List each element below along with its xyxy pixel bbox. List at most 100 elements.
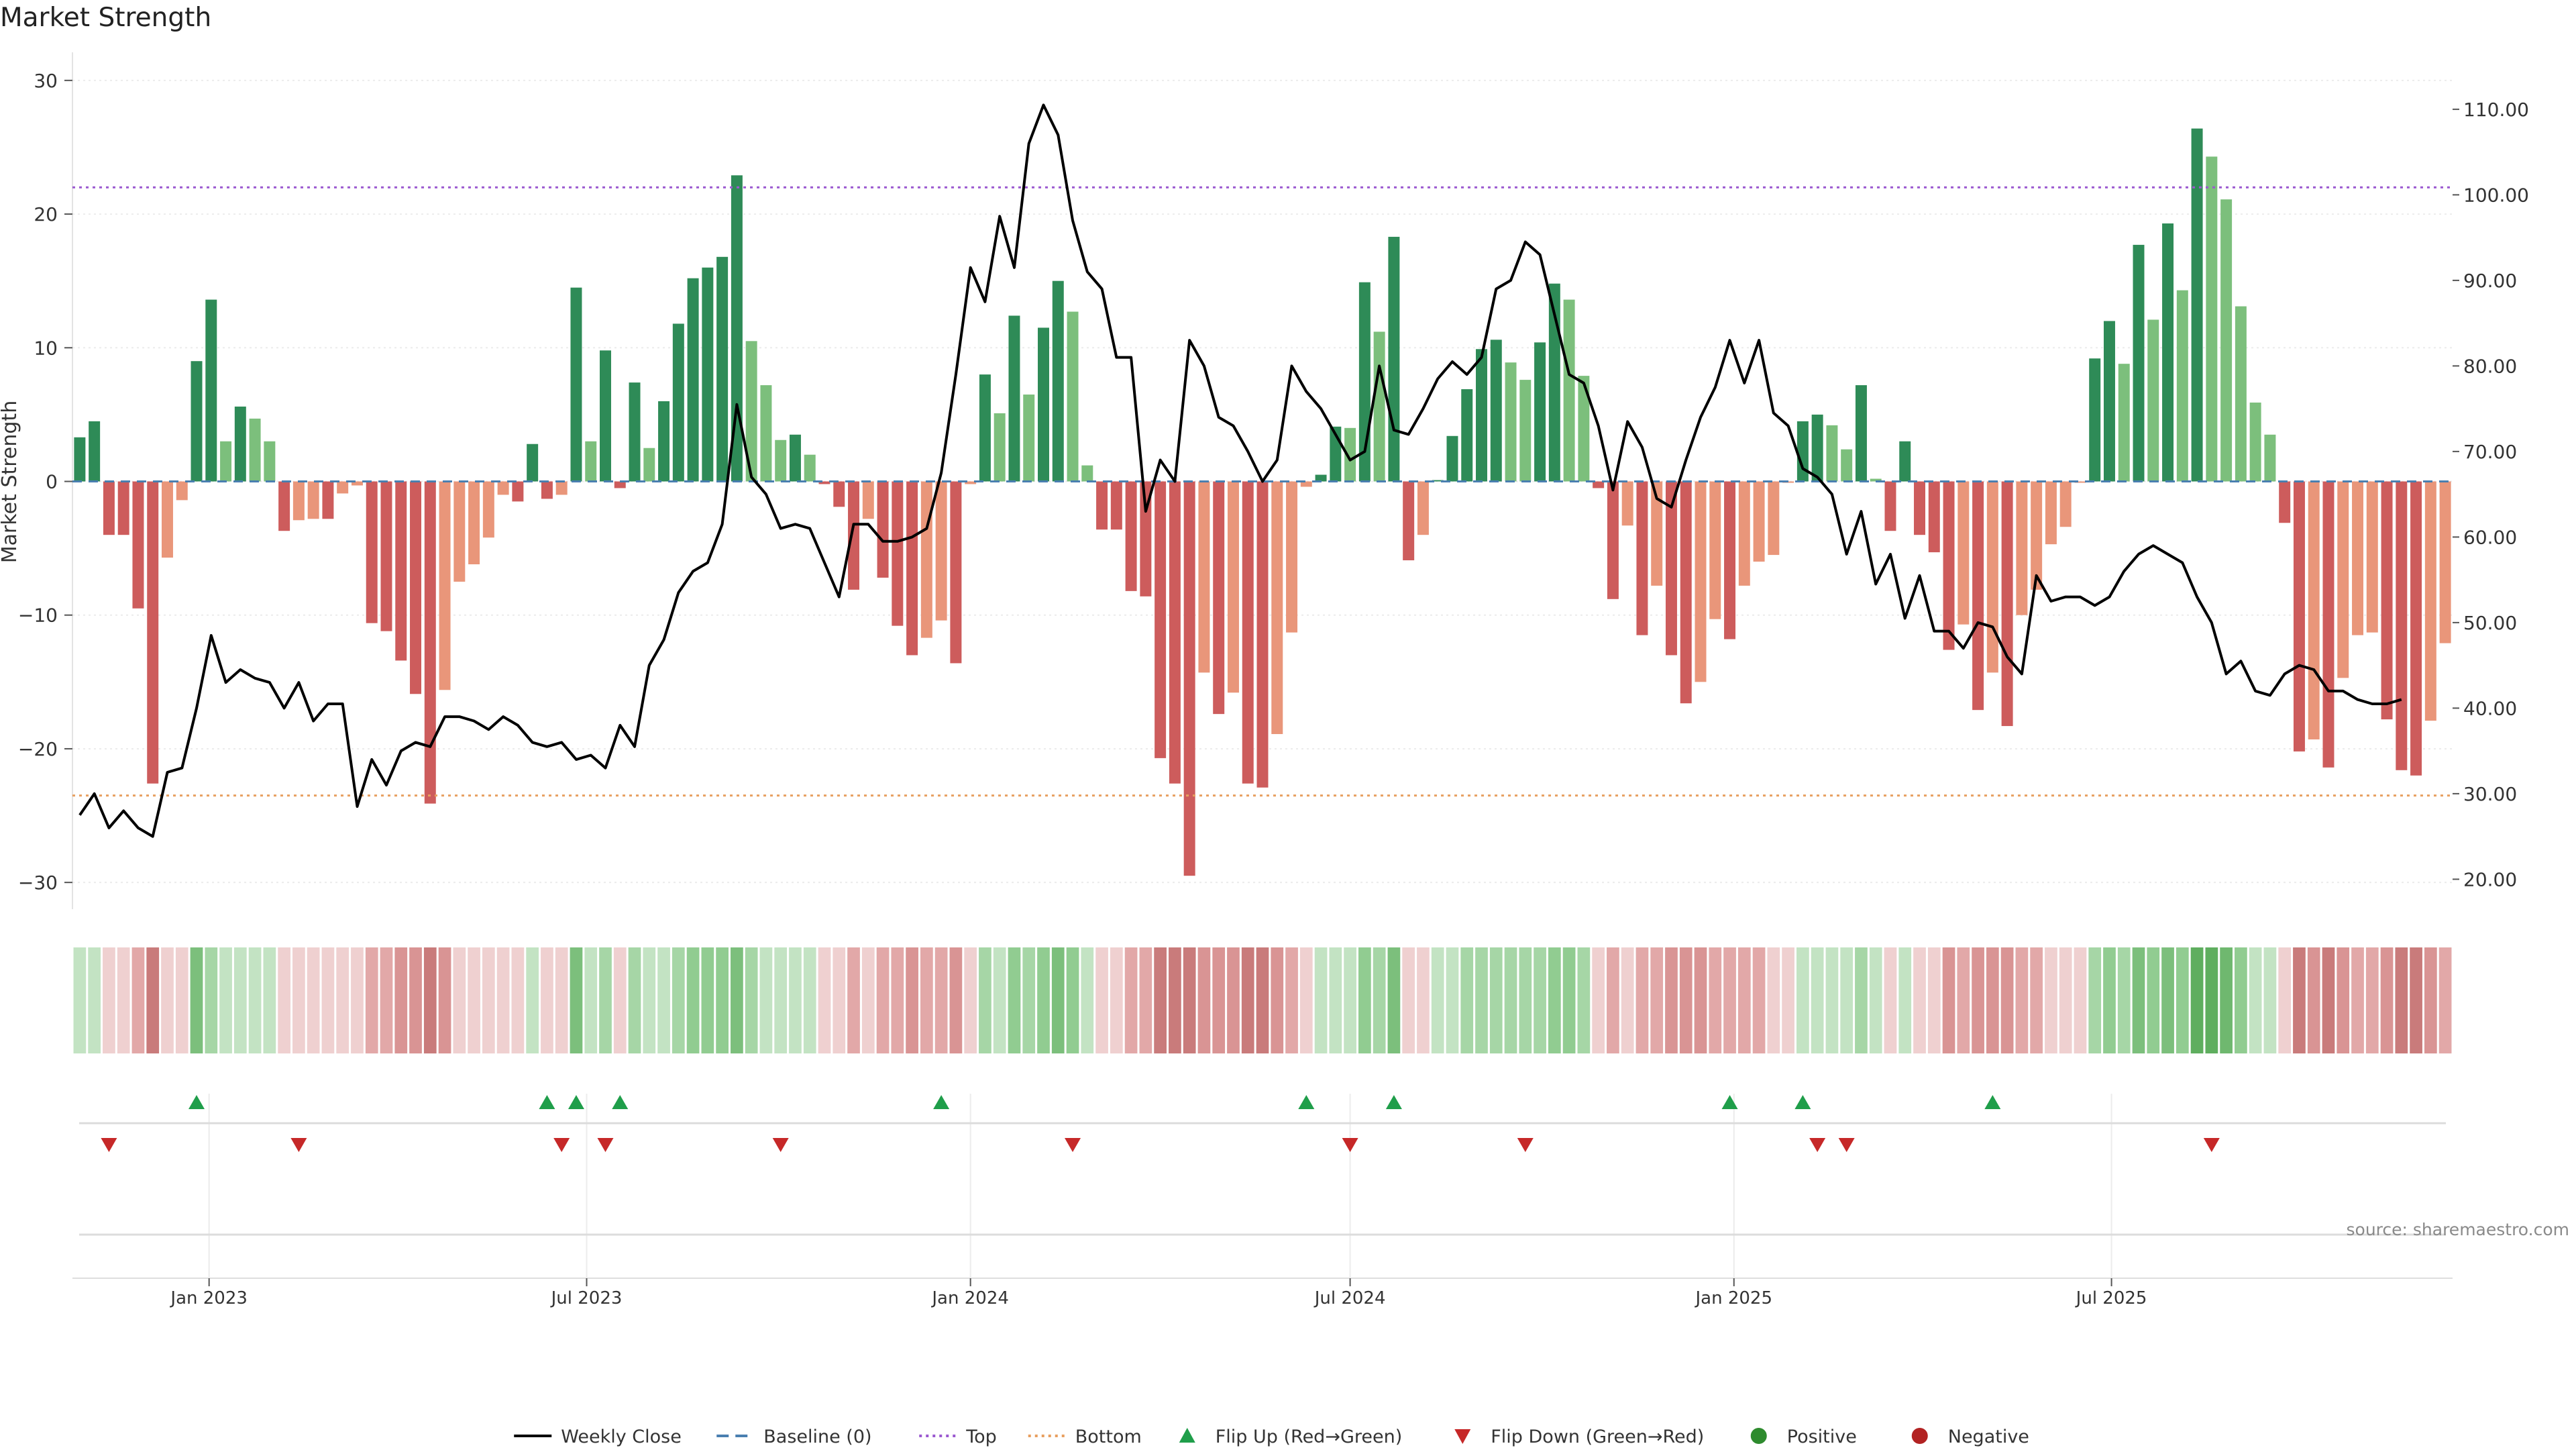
- strength-bar: [1271, 481, 1283, 735]
- flip-up-marker: [1984, 1095, 2001, 1109]
- y2-tick-label: 100.00: [2463, 184, 2529, 206]
- strength-bar: [2308, 481, 2320, 739]
- strength-bar: [278, 481, 290, 531]
- heat-cell: [1767, 947, 1780, 1053]
- y2-tick-label: 90.00: [2463, 270, 2517, 292]
- heat-cell: [2220, 947, 2233, 1053]
- heat-cell: [876, 947, 890, 1053]
- legend-item-baseline: Baseline (0): [716, 1427, 872, 1447]
- strength-bar: [2396, 481, 2408, 770]
- strength-bar: [1008, 315, 1020, 482]
- strength-bar: [555, 481, 568, 495]
- strength-bar: [89, 421, 101, 482]
- y2-tick-label: 20.00: [2463, 868, 2517, 890]
- strength-bar: [1373, 331, 1385, 482]
- flip-down-marker: [1065, 1138, 1081, 1152]
- strength-bar: [1110, 481, 1122, 530]
- heat-cell: [628, 947, 641, 1053]
- strength-bar: [994, 413, 1006, 482]
- y-tick-label: −20: [18, 738, 58, 760]
- heat-cell: [1635, 947, 1649, 1053]
- strength-bar: [950, 481, 962, 664]
- strength-bar: [760, 385, 772, 482]
- y-tick-label: 20: [34, 203, 58, 225]
- legend-label: Top: [965, 1427, 997, 1447]
- strength-bar: [920, 481, 932, 638]
- heat-cell: [1504, 947, 1517, 1053]
- strength-bar: [1593, 481, 1605, 488]
- legend-symbol: [1179, 1428, 1195, 1443]
- strength-bar: [322, 481, 334, 519]
- strength-bar: [1665, 481, 1677, 656]
- flip-up-marker: [933, 1095, 950, 1109]
- strength-bar: [1768, 481, 1780, 556]
- heat-cell: [1737, 947, 1751, 1053]
- strength-bar: [702, 267, 714, 482]
- heat-cell: [1621, 947, 1634, 1053]
- strength-bar: [161, 481, 173, 558]
- heat-cell: [88, 947, 101, 1053]
- legend: Weekly Close Baseline (0) Top Bottom Flip Up…: [514, 1427, 2029, 1447]
- strength-bar: [2001, 481, 2013, 727]
- strength-bar: [2089, 358, 2101, 482]
- strength-bar: [833, 481, 845, 507]
- strength-bar: [1928, 481, 1940, 553]
- heat-cell: [1650, 947, 1664, 1053]
- strength-bar: [1957, 481, 1970, 625]
- strength-bar: [541, 481, 553, 499]
- flip-up-marker: [568, 1095, 584, 1109]
- strength-bar: [1651, 481, 1663, 586]
- y2-axis-ticks: 110.00 100.00 90.00 80.00 70.00 60.00 50.00 40.…: [2453, 99, 2529, 890]
- heat-cell: [1782, 947, 1794, 1053]
- y-axis-ticks: 30 20 10 0 −10 −20 −30: [18, 70, 72, 894]
- heat-cell: [2045, 947, 2057, 1053]
- strength-bar: [2337, 481, 2349, 678]
- flip-up-marker: [1298, 1095, 1315, 1109]
- heat-cell: [2365, 947, 2379, 1053]
- flip-down-markers: [101, 1138, 2220, 1152]
- strength-bar: [1884, 481, 1896, 531]
- strength-bar: [804, 454, 816, 482]
- heat-cell: [2147, 947, 2160, 1053]
- legend-symbol: [1911, 1428, 1928, 1444]
- strength-bar: [731, 175, 743, 482]
- strength-bar: [2031, 481, 2043, 590]
- heat-cell: [2059, 947, 2072, 1053]
- heat-cell: [2395, 947, 2408, 1053]
- x-tick-label: Jan 2023: [169, 1288, 248, 1308]
- heat-cell: [1562, 947, 1576, 1053]
- heat-cell: [1446, 947, 1459, 1053]
- strength-bar: [1461, 389, 1473, 482]
- heat-cell: [1417, 947, 1430, 1053]
- legend-label: Negative: [1948, 1427, 2029, 1447]
- strength-bar: [1796, 421, 1809, 482]
- heat-cell: [103, 947, 115, 1053]
- flip-down-marker: [290, 1138, 307, 1152]
- heat-cell: [672, 947, 685, 1053]
- strength-bar: [132, 481, 144, 609]
- heat-cell: [1577, 947, 1591, 1053]
- heat-cell: [920, 947, 933, 1053]
- strength-bar: [2352, 481, 2364, 635]
- strength-bar: [600, 350, 611, 482]
- heat-cell: [789, 947, 802, 1053]
- strength-bar: [2439, 481, 2451, 643]
- strength-bar: [1505, 362, 1517, 482]
- strength-bar: [1023, 395, 1035, 482]
- strength-bar: [614, 481, 626, 488]
- heat-cell: [394, 947, 408, 1053]
- x-tick-label: Jul 2023: [550, 1288, 623, 1308]
- strength-bar: [1826, 425, 1838, 482]
- strength-bar: [337, 481, 349, 494]
- strength-bar: [468, 481, 480, 565]
- heat-cell: [570, 947, 583, 1053]
- y2-tick-label: 40.00: [2463, 697, 2517, 719]
- heat-cell: [774, 947, 788, 1053]
- strength-bar: [2133, 244, 2145, 482]
- heat-cell: [643, 947, 656, 1053]
- strength-bar: [351, 481, 363, 486]
- heat-cell: [1519, 947, 1532, 1053]
- heat-cell: [1154, 947, 1167, 1053]
- strength-bar: [1563, 299, 1575, 482]
